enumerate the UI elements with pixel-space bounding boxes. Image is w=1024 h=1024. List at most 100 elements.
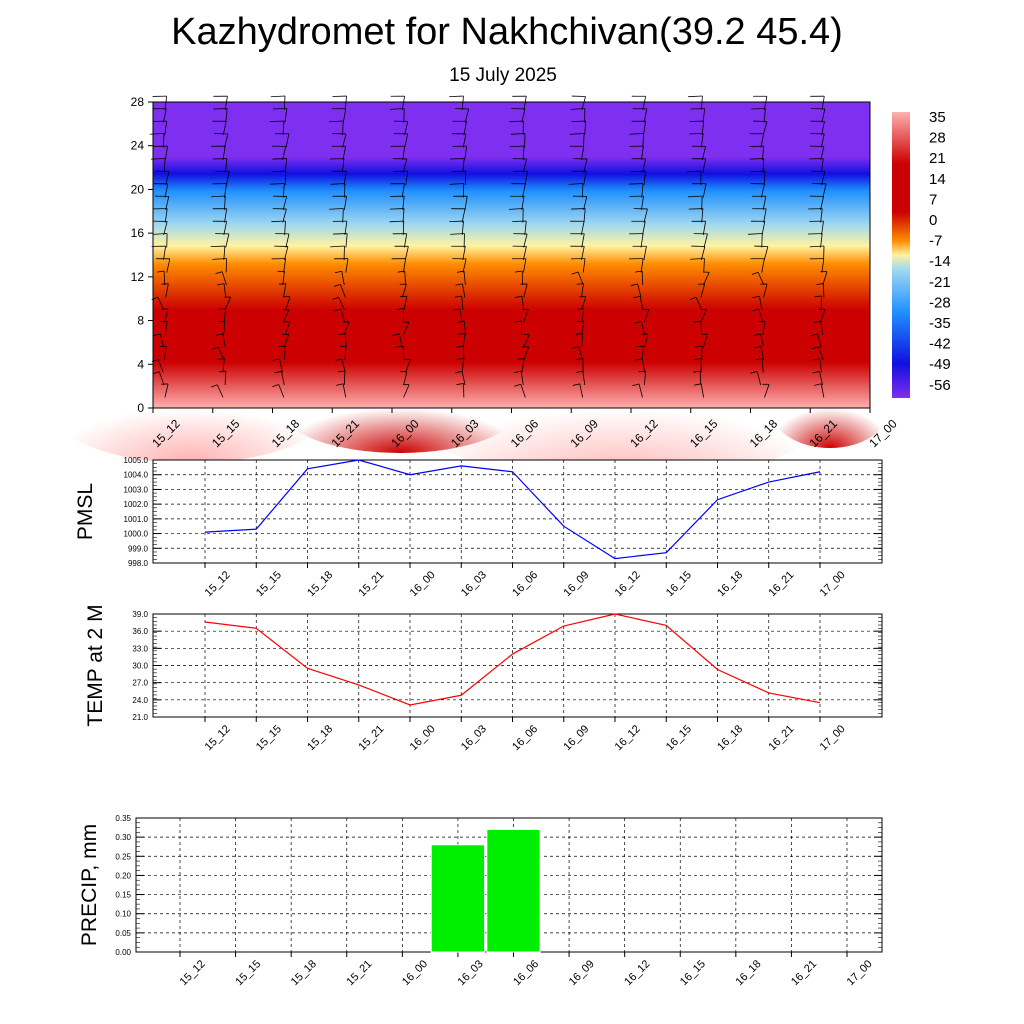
wind-barb-flag (451, 170, 466, 173)
wind-barb-staff (342, 146, 346, 161)
wind-barb-staff (343, 370, 346, 386)
colorbar-label: 0 (929, 212, 937, 229)
wind-barb-staff (580, 146, 585, 161)
wind-barb-staff (284, 108, 288, 123)
wind-barb-flag (576, 308, 584, 310)
wind-barb-staff (763, 170, 766, 186)
colorbar-label: -28 (929, 294, 951, 311)
wind-barb-staff (222, 333, 226, 348)
wind-barb-flag (332, 296, 339, 300)
wind-barb-staff (822, 271, 828, 286)
x-tick-label: 16_03 (456, 958, 486, 988)
wind-barb-staff (164, 346, 167, 361)
wind-barb-flag (335, 358, 342, 362)
wind-barb-staff (702, 221, 706, 236)
wind-barb-staff (340, 308, 346, 323)
y-tick-label: 0.20 (115, 871, 131, 880)
wind-barb-staff (582, 371, 586, 386)
x-tick-label: 15_21 (356, 723, 386, 753)
wind-barb-staff (581, 296, 587, 311)
wind-barb-staff (164, 308, 169, 323)
wind-barb-staff (700, 321, 703, 336)
wind-barb-staff (163, 246, 167, 261)
wind-barb-staff (762, 121, 768, 136)
wind-barb-flag (749, 158, 764, 160)
wind-barb-flag (152, 233, 168, 235)
x-tick-label: 17_00 (845, 958, 875, 988)
wind-barb-flag (210, 384, 218, 388)
wind-barb-flag (752, 308, 760, 312)
x-tick-label: 15_18 (289, 958, 319, 988)
wind-barb-staff (818, 346, 824, 361)
wind-barb-staff (282, 121, 285, 136)
wind-barb-flag (572, 383, 580, 386)
wind-barb-staff (820, 146, 825, 161)
wind-barb-flag (272, 384, 279, 387)
wind-barb-staff (165, 171, 170, 186)
y-tick-label: 4 (137, 357, 144, 371)
x-tick-label: 16_12 (613, 723, 643, 753)
wind-barb-staff (641, 146, 644, 161)
wind-barb-flag (694, 358, 702, 360)
wind-barb-flag (515, 270, 523, 273)
wind-barb-flag (456, 383, 464, 385)
wind-barb-flag (452, 308, 460, 311)
wind-barb-staff (520, 371, 524, 386)
wind-barb-flag (575, 358, 583, 360)
wind-barb-flag (456, 358, 464, 360)
wind-barb-flag (160, 320, 168, 323)
x-tick-label: 16_18 (715, 723, 745, 753)
wind-barb-staff (279, 358, 283, 373)
wind-barb-staff (700, 383, 704, 398)
wind-barb-staff (521, 196, 525, 211)
wind-barb-staff (641, 270, 644, 286)
wind-barb-staff (522, 183, 526, 198)
wind-barb-flag (687, 195, 703, 198)
wind-barbs (149, 95, 828, 398)
wind-barb-staff (462, 133, 467, 148)
wind-barb-flag (334, 270, 342, 274)
wind-barb-staff (224, 208, 228, 223)
wind-barb-flag (688, 208, 703, 210)
wind-barb-staff (344, 96, 347, 111)
y-tick-label: 998.0 (128, 559, 149, 568)
x-tick-label: 16_06 (511, 958, 541, 988)
wind-barb-staff (164, 146, 169, 161)
wind-barb-staff (162, 133, 165, 148)
wind-barb-staff (820, 309, 826, 323)
y-tick-label: 12 (131, 270, 145, 284)
wind-barb-staff (762, 321, 766, 336)
wind-barb-staff (461, 296, 464, 311)
wind-barb-flag (630, 283, 638, 287)
wind-barb-flag (277, 270, 285, 273)
wind-barb-staff (224, 370, 227, 386)
y-tick-label: 1003.0 (124, 485, 149, 494)
wind-barb-staff (642, 221, 646, 236)
y-tick-label: 21.0 (132, 713, 148, 722)
wind-barb-staff (164, 321, 168, 336)
wind-barb-staff (701, 121, 705, 136)
wind-barb-staff (522, 246, 527, 261)
wind-barb-staff (222, 358, 225, 373)
wind-barb-staff (403, 384, 410, 398)
wind-barb-flag (149, 133, 164, 135)
wind-barb-staff (223, 308, 227, 323)
wind-barb-flag (153, 333, 161, 336)
colorbar-label: 7 (929, 191, 937, 208)
wind-barb-flag (810, 333, 818, 337)
wind-barb-staff (577, 271, 584, 286)
wind-barb-staff (761, 233, 763, 248)
colorbar-label: -42 (929, 336, 951, 353)
x-tick-label: 16_15 (678, 958, 708, 988)
wind-barb-flag (693, 320, 701, 323)
wind-barb-flag (389, 208, 405, 210)
wind-barb-flag (813, 320, 821, 323)
x-tick-label: 15_21 (356, 569, 386, 599)
wind-barb-staff (641, 346, 644, 361)
wind-barb-staff (583, 171, 587, 186)
wind-barb-staff (463, 321, 466, 336)
wind-barb-flag (269, 120, 284, 123)
wind-barb-flag (396, 308, 404, 310)
x-tick-label: 15_21 (344, 958, 374, 988)
wind-barb-staff (583, 158, 588, 173)
